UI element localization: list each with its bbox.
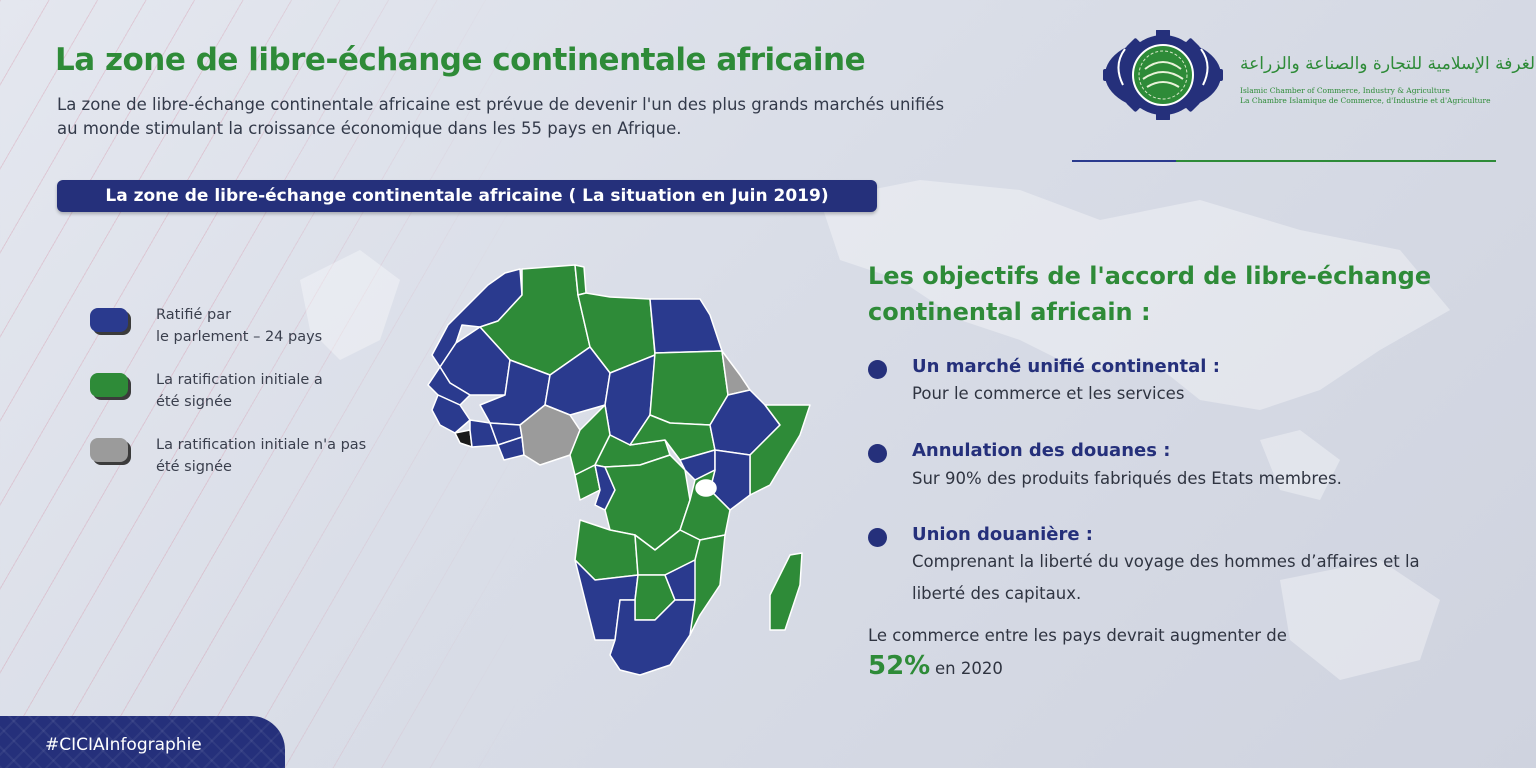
- region-egypt: [649, 298, 723, 354]
- logo-arabic-text: الغرفة الإسلامية للتجارة والصناعة والزرا…: [1240, 54, 1536, 74]
- region-south-africa: [609, 599, 696, 676]
- bullet-icon: [868, 528, 887, 547]
- hashtag-label[interactable]: #CICIAInfographie: [45, 735, 202, 755]
- trade-growth-note: Le commerce entre les pays devrait augme…: [868, 626, 1287, 645]
- trade-growth-percentage: 52%: [868, 651, 931, 681]
- divider-blue: [1072, 160, 1176, 162]
- objective-3-body-line-2: liberté des capitaux.: [912, 584, 1082, 603]
- bullet-icon: [868, 360, 887, 379]
- legend-label: La ratification initiale a: [156, 372, 323, 388]
- objective-2-heading: Annulation des douanes :: [912, 440, 1171, 461]
- legend-swatch-signed: [90, 373, 128, 397]
- bullet-icon: [868, 444, 887, 463]
- objectives-title-line-1: Les objectifs de l'accord de libre-échan…: [868, 262, 1432, 290]
- trade-growth-year: en 2020: [935, 659, 1003, 678]
- page-title: La zone de libre-échange continentale af…: [55, 42, 866, 78]
- logo-french-text: La Chambre Islamique de Commerce, d'Indu…: [1240, 96, 1491, 105]
- objective-1-heading: Un marché unifié continental :: [912, 356, 1220, 377]
- section-banner: La zone de libre-échange continentale af…: [57, 180, 877, 212]
- hashtag-bar: [0, 716, 285, 768]
- objectives-title-line-2: continental africain :: [868, 298, 1151, 326]
- subtitle-line-2: au monde stimulant la croissance économi…: [57, 119, 682, 138]
- world-map-background: [300, 180, 1450, 680]
- lake-victoria: [695, 479, 717, 497]
- region-somalia: [749, 404, 811, 496]
- legend-swatch-ratified: [90, 308, 128, 332]
- objective-1-body: Pour le commerce et les services: [912, 384, 1185, 403]
- legend-label: La ratification initiale n'a pas: [156, 437, 367, 453]
- page-subtitle: La zone de libre-échange continentale af…: [57, 93, 1057, 141]
- subtitle-line-1: La zone de libre-échange continentale af…: [57, 95, 945, 114]
- region-madagascar: [769, 552, 803, 631]
- legend-label: le parlement – 24 pays: [156, 329, 323, 345]
- objectives-title: Les objectifs de l'accord de libre-échan…: [868, 258, 1508, 330]
- objective-2-body: Sur 90% des produits fabriqués des Etats…: [912, 469, 1342, 488]
- region-liberia: [454, 429, 473, 448]
- legend-label: été signée: [156, 459, 232, 475]
- objective-3-body-line-1: Comprenant la liberté du voyage des homm…: [912, 552, 1420, 571]
- legend-swatch-not-signed: [90, 438, 128, 462]
- legend-label: été signée: [156, 394, 232, 410]
- divider-green: [1176, 160, 1496, 162]
- emblem-icon: [1103, 30, 1223, 120]
- organization-logo: الغرفة الإسلامية للتجارة والصناعة والزرا…: [1098, 30, 1536, 120]
- logo-english-text: Islamic Chamber of Commerce, Industry & …: [1240, 86, 1450, 95]
- africa-map: [427, 264, 811, 676]
- objective-3-body: Comprenant la liberté du voyage des homm…: [912, 546, 1512, 610]
- legend-label: Ratifié par: [156, 307, 232, 323]
- objective-3-heading: Union douanière :: [912, 524, 1094, 545]
